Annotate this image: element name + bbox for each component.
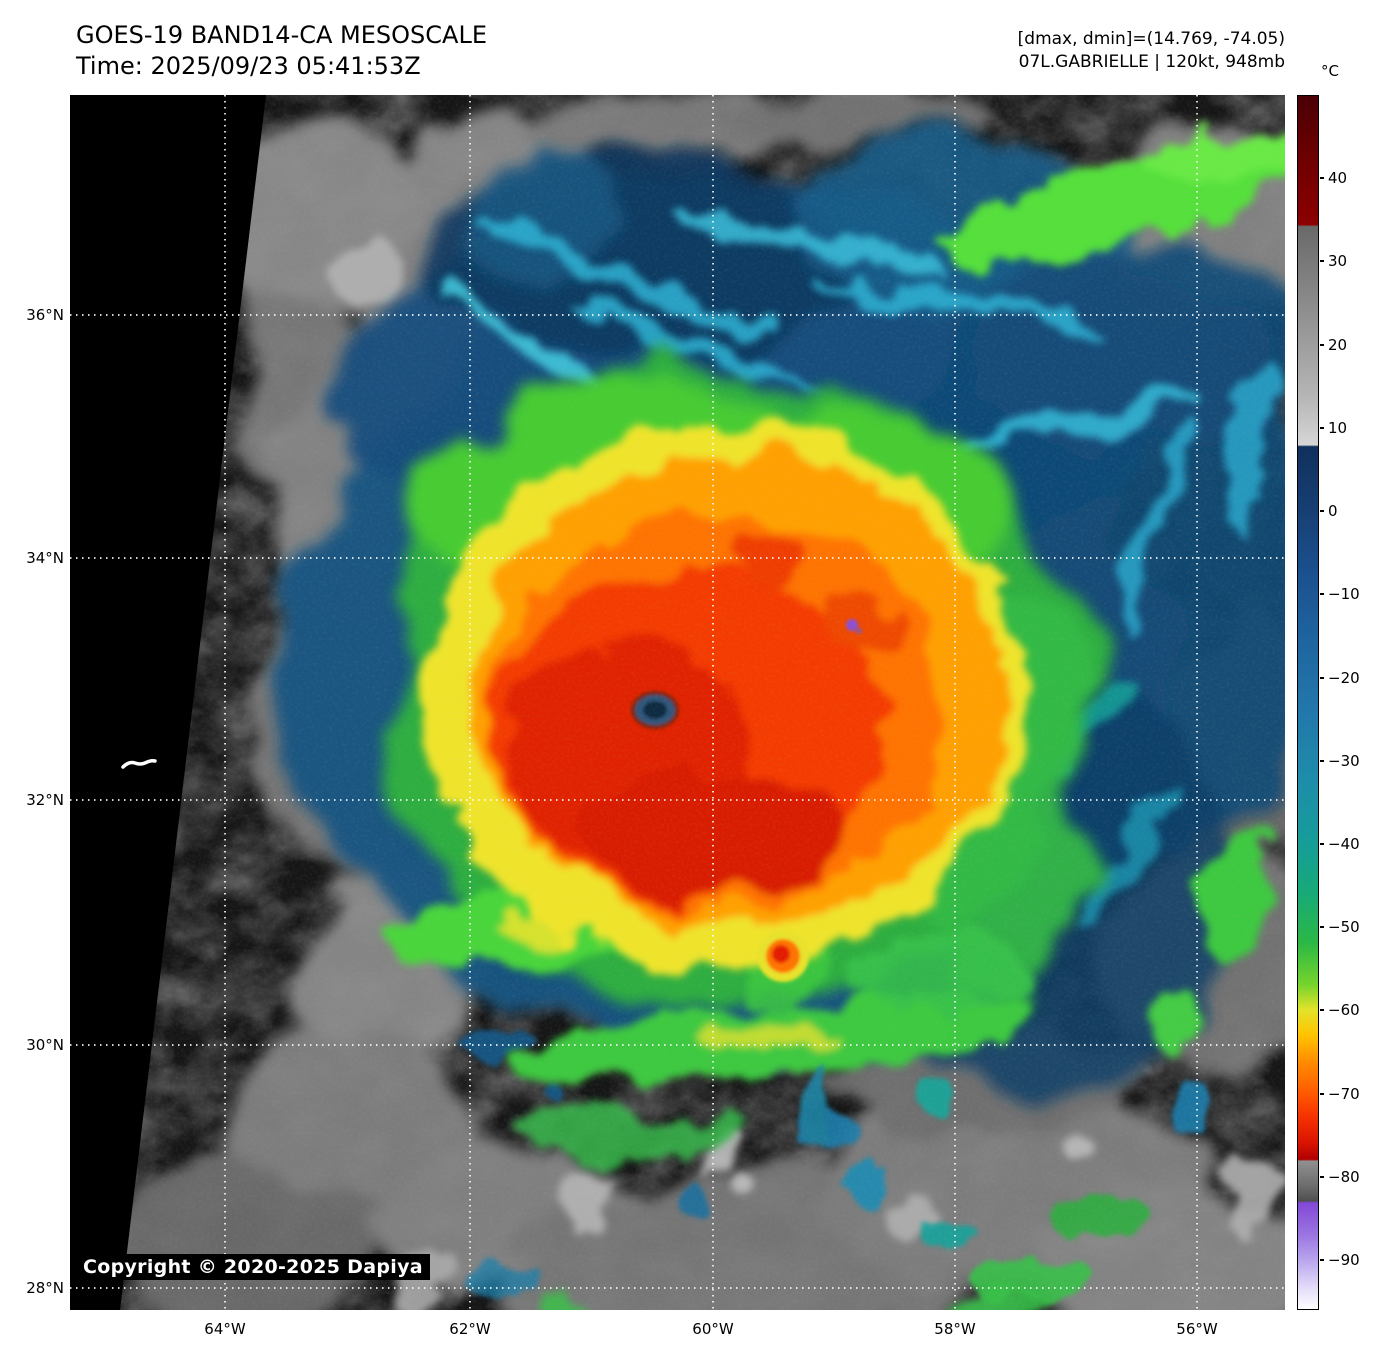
colorbar-tick-label: −60	[1320, 1001, 1360, 1019]
colorbar-tick-label: −30	[1320, 752, 1360, 770]
lon-tick-label: 60°W	[692, 1320, 734, 1338]
colorbar-tick-label: 20	[1320, 336, 1347, 354]
colorbar-unit-label: °C	[1321, 62, 1339, 80]
lat-tick-label: 28°N	[26, 1279, 64, 1297]
colorbar-ticks: 40 30 20 10 0 −10 −20 −30 −40 −50 −60 −70 −80 −90	[1320, 95, 1380, 1310]
lat-tick-label: 34°N	[26, 549, 64, 567]
figure-title: GOES-19 BAND14-CA MESOSCALE	[76, 21, 487, 49]
lat-tick-label: 36°N	[26, 306, 64, 324]
figure-time: Time: 2025/09/23 05:41:53Z	[76, 52, 421, 80]
colorbar-tick-label: −80	[1320, 1168, 1360, 1186]
lat-tick-label: 32°N	[26, 791, 64, 809]
satellite-image	[70, 95, 1285, 1310]
sensor-grain	[70, 95, 1285, 1310]
grid-lines	[70, 95, 1285, 1310]
colorbar-tick-label: 40	[1320, 169, 1347, 187]
dmax-dmin-label: [dmax, dmin]=(14.769, -74.05)	[1017, 29, 1285, 49]
lon-tick-label: 64°W	[204, 1320, 246, 1338]
lon-tick-label: 58°W	[934, 1320, 976, 1338]
bermuda-island	[121, 759, 157, 769]
colorbar-tick-label: 0	[1320, 502, 1338, 520]
colorbar-tick-label: −10	[1320, 585, 1360, 603]
lon-tick-label: 56°W	[1176, 1320, 1218, 1338]
storm-info-label: 07L.GABRIELLE | 120kt, 948mb	[1018, 52, 1285, 72]
header-right: [dmax, dmin]=(14.769, -74.05) 07L.GABRIE…	[1018, 28, 1285, 74]
scan-edge-wedge	[70, 95, 266, 1310]
lon-tick-label: 62°W	[449, 1320, 491, 1338]
colorbar-tick-label: −40	[1320, 835, 1360, 853]
colorbar-tick-label: −20	[1320, 669, 1360, 687]
lat-tick-label: 30°N	[26, 1036, 64, 1054]
colorbar-gradient	[1297, 95, 1319, 1310]
colorbar-tick-label: −50	[1320, 918, 1360, 936]
colorbar-tick-label: −70	[1320, 1085, 1360, 1103]
satellite-map: Copyright © 2020-2025 Dapiya	[70, 95, 1285, 1310]
header: GOES-19 BAND14-CA MESOSCALE Time: 2025/0…	[76, 20, 487, 82]
colorbar-tick-label: 10	[1320, 419, 1347, 437]
colorbar-tick-label: −90	[1320, 1251, 1360, 1269]
colorbar-tick-label: 30	[1320, 252, 1347, 270]
copyright-label: Copyright © 2020-2025 Dapiya	[76, 1254, 430, 1280]
